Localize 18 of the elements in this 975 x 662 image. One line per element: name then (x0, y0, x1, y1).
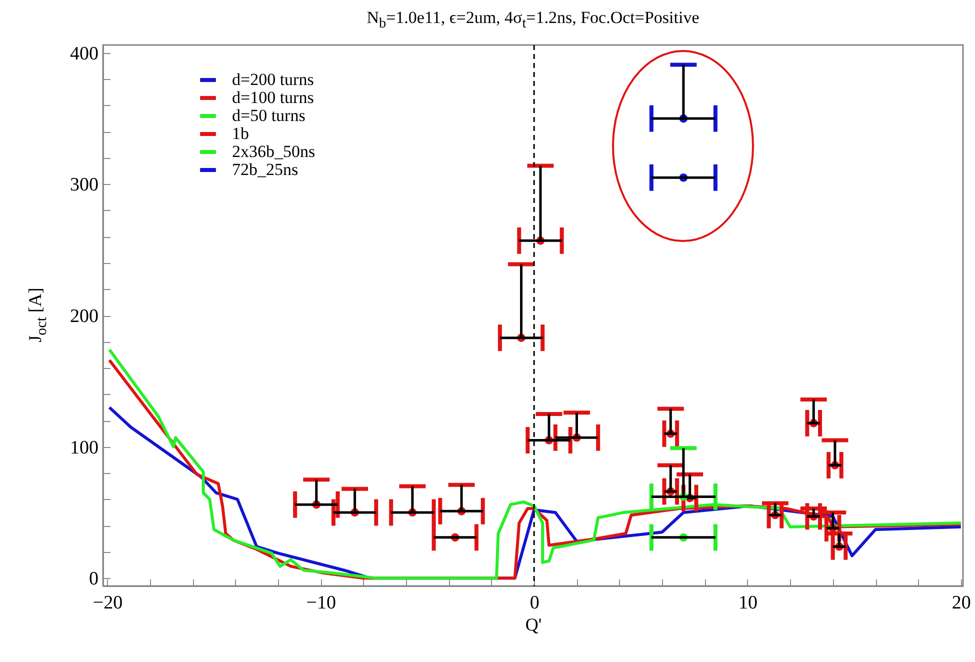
chart-title: N$_{b}$=1.0e11, ϵ=2um, 4σ$_{t}$=1.2ns, Foc.Oct=Positive (366, 8, 700, 32)
x-tick-label: 0 (530, 592, 540, 614)
legend-label: d=50 turns (232, 106, 306, 125)
legend-label: 2x36b_50ns (232, 142, 316, 161)
y-tick-label: 200 (70, 306, 98, 327)
legend-label: d=100 turns (232, 88, 314, 107)
legend-label: 1b (232, 124, 249, 143)
x-axis-title: Q' (525, 614, 542, 634)
x-tick-label: 10 (738, 592, 758, 614)
x-tick-label: 20 (952, 592, 971, 614)
legend-label: d=200 turns (232, 70, 314, 89)
y-tick-label: 400 (70, 43, 98, 64)
legend-label: 72b_25ns (232, 160, 298, 179)
y-tick-label: 0 (89, 568, 98, 590)
y-tick-label: 100 (70, 437, 98, 458)
x-tick-label: −10 (306, 592, 336, 614)
y-tick-label: 300 (70, 174, 98, 196)
x-tick-label: −20 (92, 592, 123, 614)
